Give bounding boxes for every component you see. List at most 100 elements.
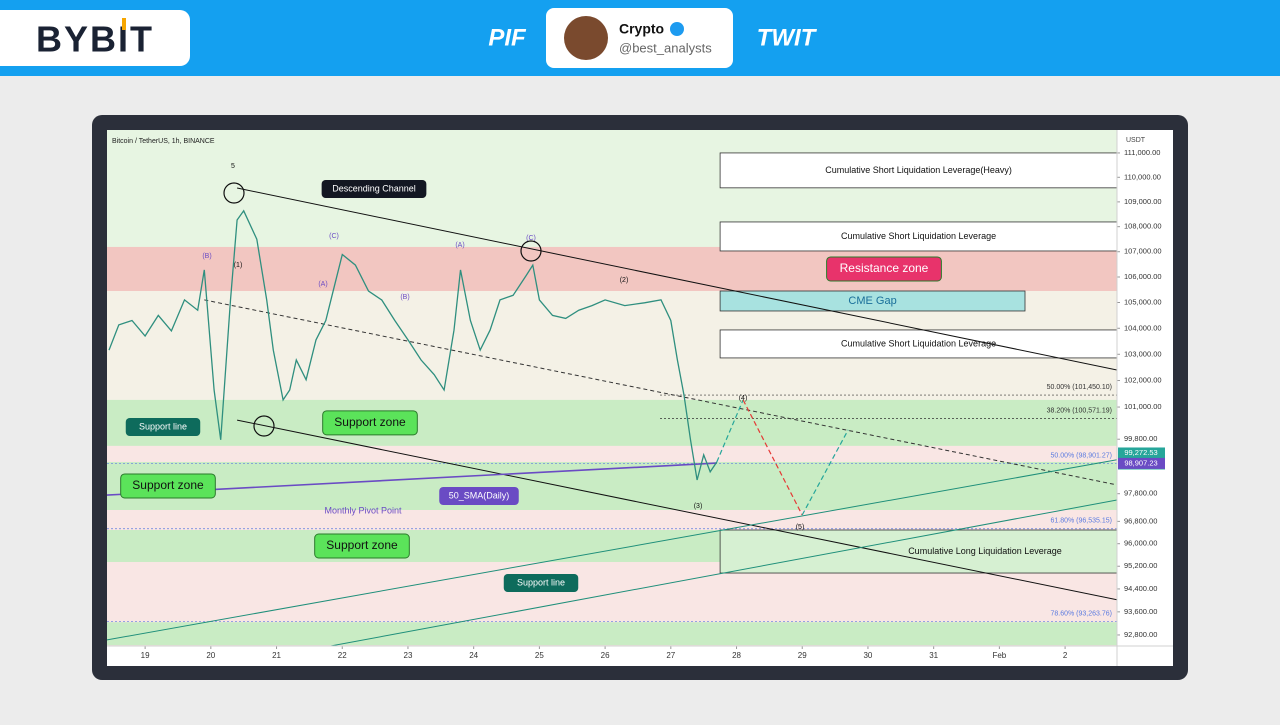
trendline: [204, 299, 1117, 486]
y-tick-label: 108,000.00: [1124, 222, 1162, 231]
brand-box: [0, 10, 190, 66]
x-tick-label: 21: [272, 651, 281, 660]
zone-label: Support zone: [334, 415, 406, 429]
y-tick-label: 107,000.00: [1124, 247, 1162, 256]
y-tick-label: 96,000.00: [1124, 539, 1157, 548]
x-tick-label: 27: [666, 651, 675, 660]
price-tag-label: 98,907.23: [1124, 458, 1157, 467]
plot-area: [107, 130, 1117, 646]
price-tag: [1118, 457, 1165, 469]
y-tick-label: 103,000.00: [1124, 349, 1162, 358]
annotation: 50_SMA(Daily): [449, 490, 510, 500]
x-tick-label: 31: [929, 651, 938, 660]
pivot-marker: [253, 415, 275, 437]
x-tick-label: 2: [1063, 651, 1068, 660]
x-tick-label: 19: [141, 651, 150, 660]
trendline: [236, 187, 1117, 371]
zone: [107, 622, 1117, 646]
zone-label: Resistance zone: [840, 261, 929, 275]
x-tick-label: 29: [798, 651, 807, 660]
wave-label: (1): [234, 262, 243, 269]
wave-label: (A): [318, 281, 327, 288]
y-tick-label: 110,000.00: [1124, 172, 1161, 181]
y-tick-label: 105,000.00: [1124, 297, 1162, 306]
pivot-marker: [520, 240, 542, 262]
zone-label-bg: [314, 533, 410, 559]
annotation: Support line: [139, 421, 187, 431]
fib-label: 38.20% (100,571.19): [1047, 407, 1112, 414]
y-tick-label: 99,800.00: [1124, 434, 1157, 443]
account-handle: @best_analysts: [619, 40, 712, 55]
fib-label: 50.00% (101,450.10): [1047, 384, 1112, 391]
x-tick-label: 24: [469, 651, 478, 660]
y-tick-label: 111,000.00: [1124, 148, 1160, 157]
wave-label: (B): [400, 294, 409, 301]
price-tag-label: 99,272.53: [1124, 448, 1157, 457]
verified-badge: [670, 22, 684, 36]
fib-label: 50.00% (98,901.27): [1051, 452, 1113, 459]
y-tick-label: 93,600.00: [1124, 607, 1157, 616]
x-tick-label: 22: [338, 651, 347, 660]
box-label: CME Gap: [848, 295, 896, 307]
y-tick-label: 102,000.00: [1124, 376, 1162, 385]
box-label: Cumulative Long Liquidation Leverage: [908, 546, 1062, 556]
x-tick-label: 23: [404, 651, 413, 660]
y-tick-label: 97,800.00: [1124, 489, 1157, 498]
fib-label: 78.60% (93,263.76): [1051, 610, 1113, 617]
zone-label-bg: [120, 473, 216, 499]
y-tick-label: 106,000.00: [1124, 272, 1162, 281]
annotation: Descending Channel: [332, 183, 416, 193]
y-tick-label: 92,800.00: [1124, 630, 1157, 639]
x-tick-label: 25: [535, 651, 544, 660]
wave-label: (C): [526, 235, 536, 242]
pivot-marker: [223, 182, 245, 204]
y-axis-label: USDT: [1126, 137, 1146, 144]
chart-title: Bitcoin / TetherUS, 1h, BINANCE: [112, 138, 215, 145]
brand: BYBIT: [36, 19, 154, 60]
wave-label: (5): [796, 524, 805, 531]
x-tick-label: 28: [732, 651, 741, 660]
liquidation-box: [719, 221, 1117, 252]
x-tick-label: 30: [863, 651, 872, 660]
box-label: Cumulative Short Liquidation Leverage(He…: [825, 165, 1012, 175]
zone: [107, 399, 1117, 446]
wave-label: (A): [455, 242, 464, 249]
x-tick-label: 26: [601, 651, 610, 660]
trendline: [327, 499, 1117, 646]
box-label: Cumulative Short Liquidation Leverage: [841, 338, 996, 348]
annotation: Monthly Pivot Point: [324, 505, 402, 515]
y-tick-label: 104,000.00: [1124, 323, 1162, 332]
y-tick-label: 94,400.00: [1124, 584, 1157, 593]
right-tag: TWIT: [757, 24, 818, 51]
projection: [716, 399, 744, 463]
projection: [742, 399, 803, 516]
account-name: Crypto: [619, 21, 664, 37]
zone-label-bg: [322, 410, 418, 436]
zone: [107, 246, 1117, 291]
annotation-bg: [503, 574, 579, 592]
y-tick-label: 95,200.00: [1124, 561, 1157, 570]
wave-label: (2): [620, 277, 629, 284]
wave-label: 5: [231, 163, 235, 170]
annotation-bg: [439, 487, 519, 505]
trendline: [236, 419, 1117, 601]
y-tick-label: 109,000.00: [1124, 197, 1162, 206]
left-tag: PIF: [488, 24, 527, 51]
zone-label: Support zone: [326, 538, 398, 552]
projection: [801, 429, 849, 516]
price-line: [108, 209, 718, 481]
trendline: [107, 459, 1117, 641]
annotation-bg: [321, 180, 427, 198]
x-tick-label: 20: [206, 651, 215, 660]
annotation: Support line: [517, 577, 565, 587]
zone-label: Support zone: [132, 478, 204, 492]
liquidation-box: [719, 329, 1117, 359]
overlay: 50.00% (101,450.10) 38.20% (100,571.19) 50…: [120, 148, 1165, 660]
liquidation-box: [719, 152, 1117, 189]
avatar: [564, 16, 608, 60]
wave-label: (4): [739, 395, 748, 402]
wave-label: (3): [694, 503, 703, 510]
box-label: Cumulative Short Liquidation Leverage: [841, 231, 996, 241]
